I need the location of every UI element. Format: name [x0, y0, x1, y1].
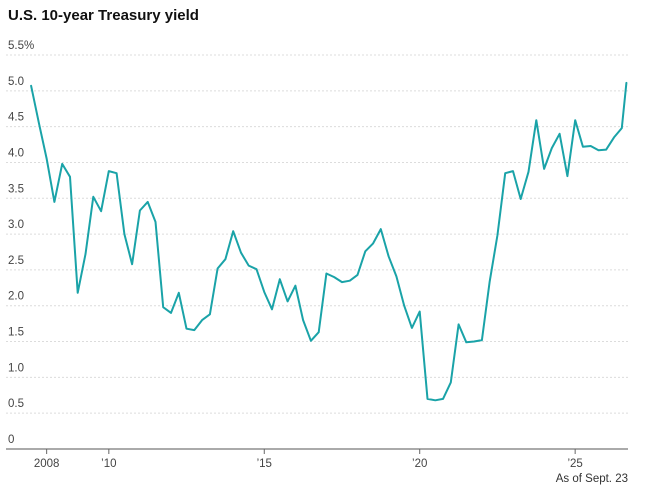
x-tick-label: ’20	[412, 458, 427, 470]
x-tick-label: ’25	[567, 458, 582, 470]
y-tick-label: 0	[8, 434, 14, 446]
as-of-note: As of Sept. 23	[555, 473, 628, 485]
y-tick-label: 2.0	[8, 291, 24, 303]
y-tick-label: 4.5	[8, 112, 24, 124]
grid-lines	[6, 54, 628, 450]
y-tick-label: 4.0	[8, 147, 24, 159]
y-tick-label: 2.5	[8, 255, 24, 267]
yield-line	[30, 81, 628, 402]
y-tick-label: 1.0	[8, 362, 24, 374]
y-tick-label: 5.5%	[8, 40, 34, 52]
y-tick-label: 5.0	[8, 76, 24, 88]
y-tick-label: 0.5	[8, 398, 24, 410]
x-tick-label: 2008	[34, 458, 60, 470]
y-tick-label: 3.0	[8, 219, 24, 231]
x-axis: 2008 ’10 ’15 ’20 ’25	[34, 449, 583, 470]
x-tick-label: ’15	[257, 458, 272, 470]
y-axis-labels: 5.5% 5.0 4.5 4.0 3.5 3.0 2.5 2.0 1.5 1.0 0.5 0	[8, 40, 34, 446]
y-tick-label: 1.5	[8, 327, 24, 339]
chart-title: U.S. 10-year Treasury yield	[8, 7, 199, 24]
y-tick-label: 3.5	[8, 183, 24, 195]
x-tick-label: ’10	[101, 458, 116, 470]
series-layer	[30, 81, 628, 402]
